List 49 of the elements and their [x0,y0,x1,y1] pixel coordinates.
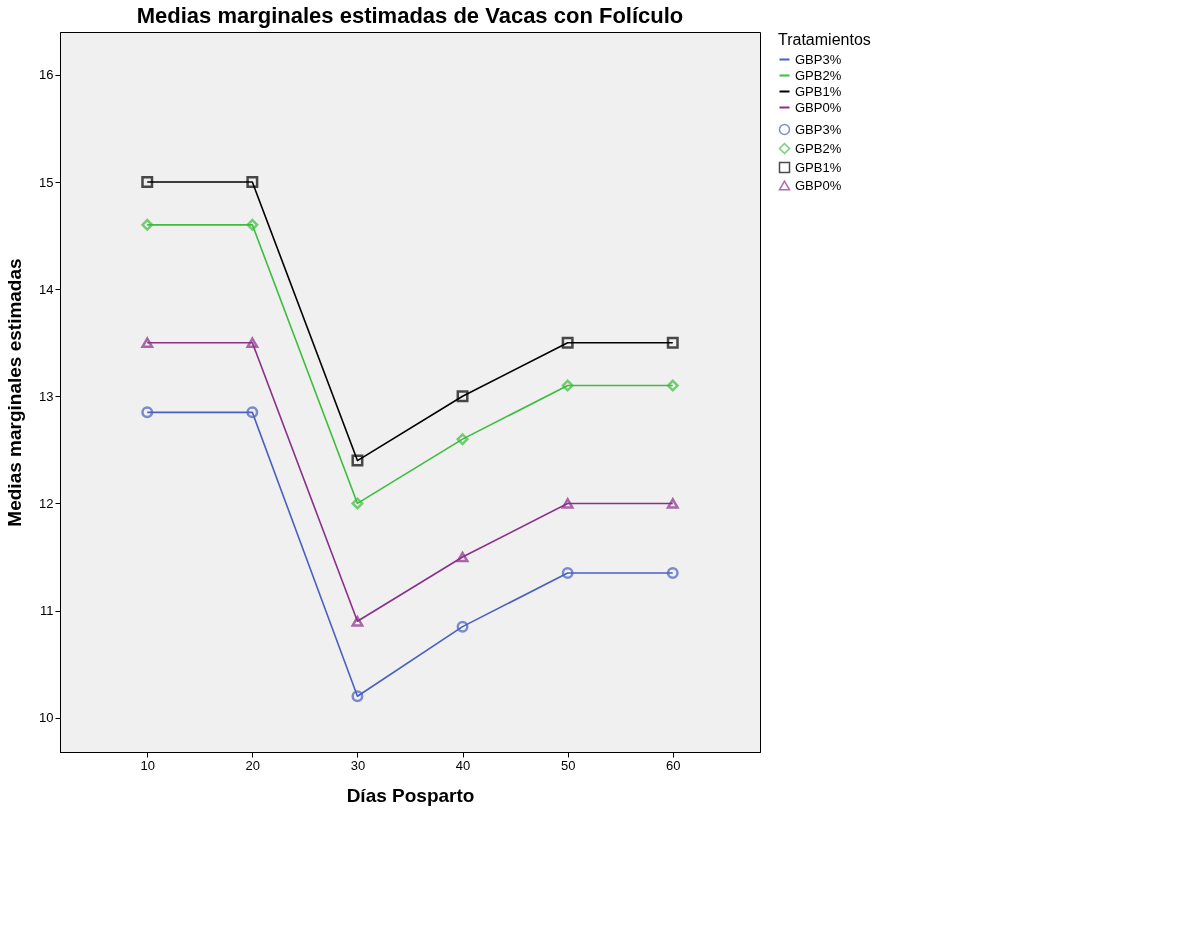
point [561,379,574,392]
legend-label: GPB1% [795,159,842,175]
point [456,390,469,403]
text: GBP0% [795,99,842,115]
point [141,176,154,188]
x-tick-label: 60 [666,757,681,773]
point [561,498,574,509]
chart-title: Medias marginales estimadas de Vacas con Folículo [136,3,684,28]
x-axis-title: Días Posparto [346,784,475,806]
point [666,336,679,349]
point [246,337,259,349]
point [456,620,469,633]
text: GBP3% [795,51,842,67]
point [456,551,469,563]
legend-label: GBP3% [795,121,842,137]
x-tick-label: 40 [455,757,471,773]
legend-label: GBP0% [795,177,842,193]
point [351,497,364,510]
y-tick-label: 10 [39,710,54,726]
point [561,336,574,349]
text: GPB2% [795,67,842,83]
point [456,433,469,446]
y-tick-label: 14 [39,281,54,297]
point [141,337,154,349]
y-tick-label: 12 [39,495,54,511]
point [351,615,364,627]
point [666,498,679,509]
point [666,567,679,580]
point [246,406,259,419]
legend-title: Tratamientos [778,31,871,48]
point [351,454,364,467]
y-axis-title: Medias marginales estimadas [4,258,26,527]
x-tick-label: 30 [350,757,366,773]
x-tick-label: 10 [140,757,155,773]
legend-label: GPB2% [795,140,842,156]
x-tick-label: 50 [560,757,576,773]
point [141,218,154,231]
point [351,690,364,703]
y-tick-label: 11 [40,603,54,619]
y-tick-label: 15 [39,174,54,190]
y-tick-label: 13 [39,388,54,404]
text: GPB1% [795,83,842,99]
point [666,379,679,392]
point [246,176,259,188]
point [141,406,154,419]
x-tick-label: 20 [245,757,261,773]
y-tick-label: 16 [39,67,54,83]
point [561,567,574,580]
point [246,218,259,231]
